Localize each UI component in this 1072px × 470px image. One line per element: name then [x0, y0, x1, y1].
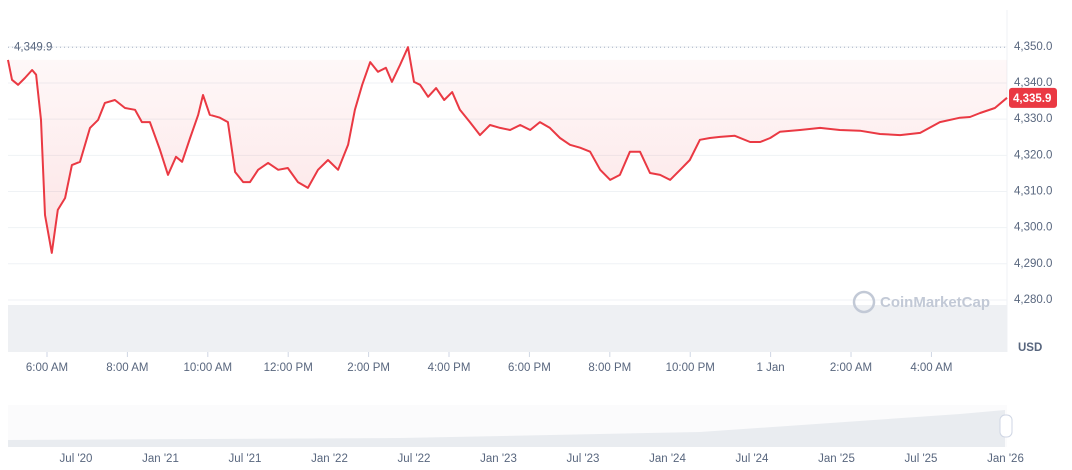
navigator-handle[interactable] [999, 414, 1013, 438]
watermark-text: CoinMarketCap [880, 294, 990, 311]
last-price-badge [1009, 87, 1057, 108]
y-tick-label: 4,340.0 [1014, 77, 1052, 89]
last-price-label: 4,335.9 [1013, 93, 1051, 105]
x-tick-label: 8:00 AM [106, 362, 148, 374]
y-tick-label: 4,350.0 [1014, 41, 1052, 53]
y-tick-label: 4,300.0 [1014, 222, 1052, 234]
volume-area [8, 305, 1007, 352]
navigator-label: Jan '22 [311, 453, 348, 465]
x-tick-label: 12:00 PM [264, 362, 313, 374]
x-tick-label: 1 Jan [757, 362, 785, 374]
navigator-label: Jul '20 [60, 453, 93, 465]
y-tick-label: 4,290.0 [1014, 258, 1052, 270]
x-tick-label: 10:00 PM [666, 362, 715, 374]
navigator-label: Jan '25 [818, 453, 855, 465]
x-tick-label: 2:00 PM [347, 362, 390, 374]
navigator-label: Jul '24 [736, 453, 769, 465]
y-tick-label: 4,320.0 [1014, 149, 1052, 161]
x-tick-label: 4:00 AM [910, 362, 952, 374]
x-tick-label: 6:00 AM [26, 362, 68, 374]
navigator-label: Jan '26 [987, 453, 1024, 465]
x-tick-label: 4:00 PM [428, 362, 471, 374]
navigator-label: Jul '21 [229, 453, 262, 465]
navigator-label: Jul '22 [398, 453, 431, 465]
area-fill [8, 47, 1007, 253]
y-tick-label: 4,330.0 [1014, 113, 1052, 125]
y-unit: USD [1018, 342, 1042, 354]
watermark: CoinMarketCap [852, 290, 990, 314]
navigator-label: Jan '23 [480, 453, 517, 465]
x-tick-label: 8:00 PM [588, 362, 631, 374]
y-tick-label: 4,310.0 [1014, 186, 1052, 198]
y-tick-label: 4,280.0 [1014, 294, 1052, 306]
navigator-label: Jan '21 [142, 453, 179, 465]
navigator-label: Jul '25 [905, 453, 938, 465]
x-tick-label: 10:00 AM [184, 362, 233, 374]
x-tick-label: 6:00 PM [508, 362, 551, 374]
x-tick-label: 2:00 AM [830, 362, 872, 374]
navigator-label: Jan '24 [649, 453, 686, 465]
max-label: 4,349.9 [14, 41, 52, 53]
navigator-area [8, 410, 1005, 447]
price-line [7, 46, 1008, 254]
navigator-label: Jul '23 [567, 453, 600, 465]
